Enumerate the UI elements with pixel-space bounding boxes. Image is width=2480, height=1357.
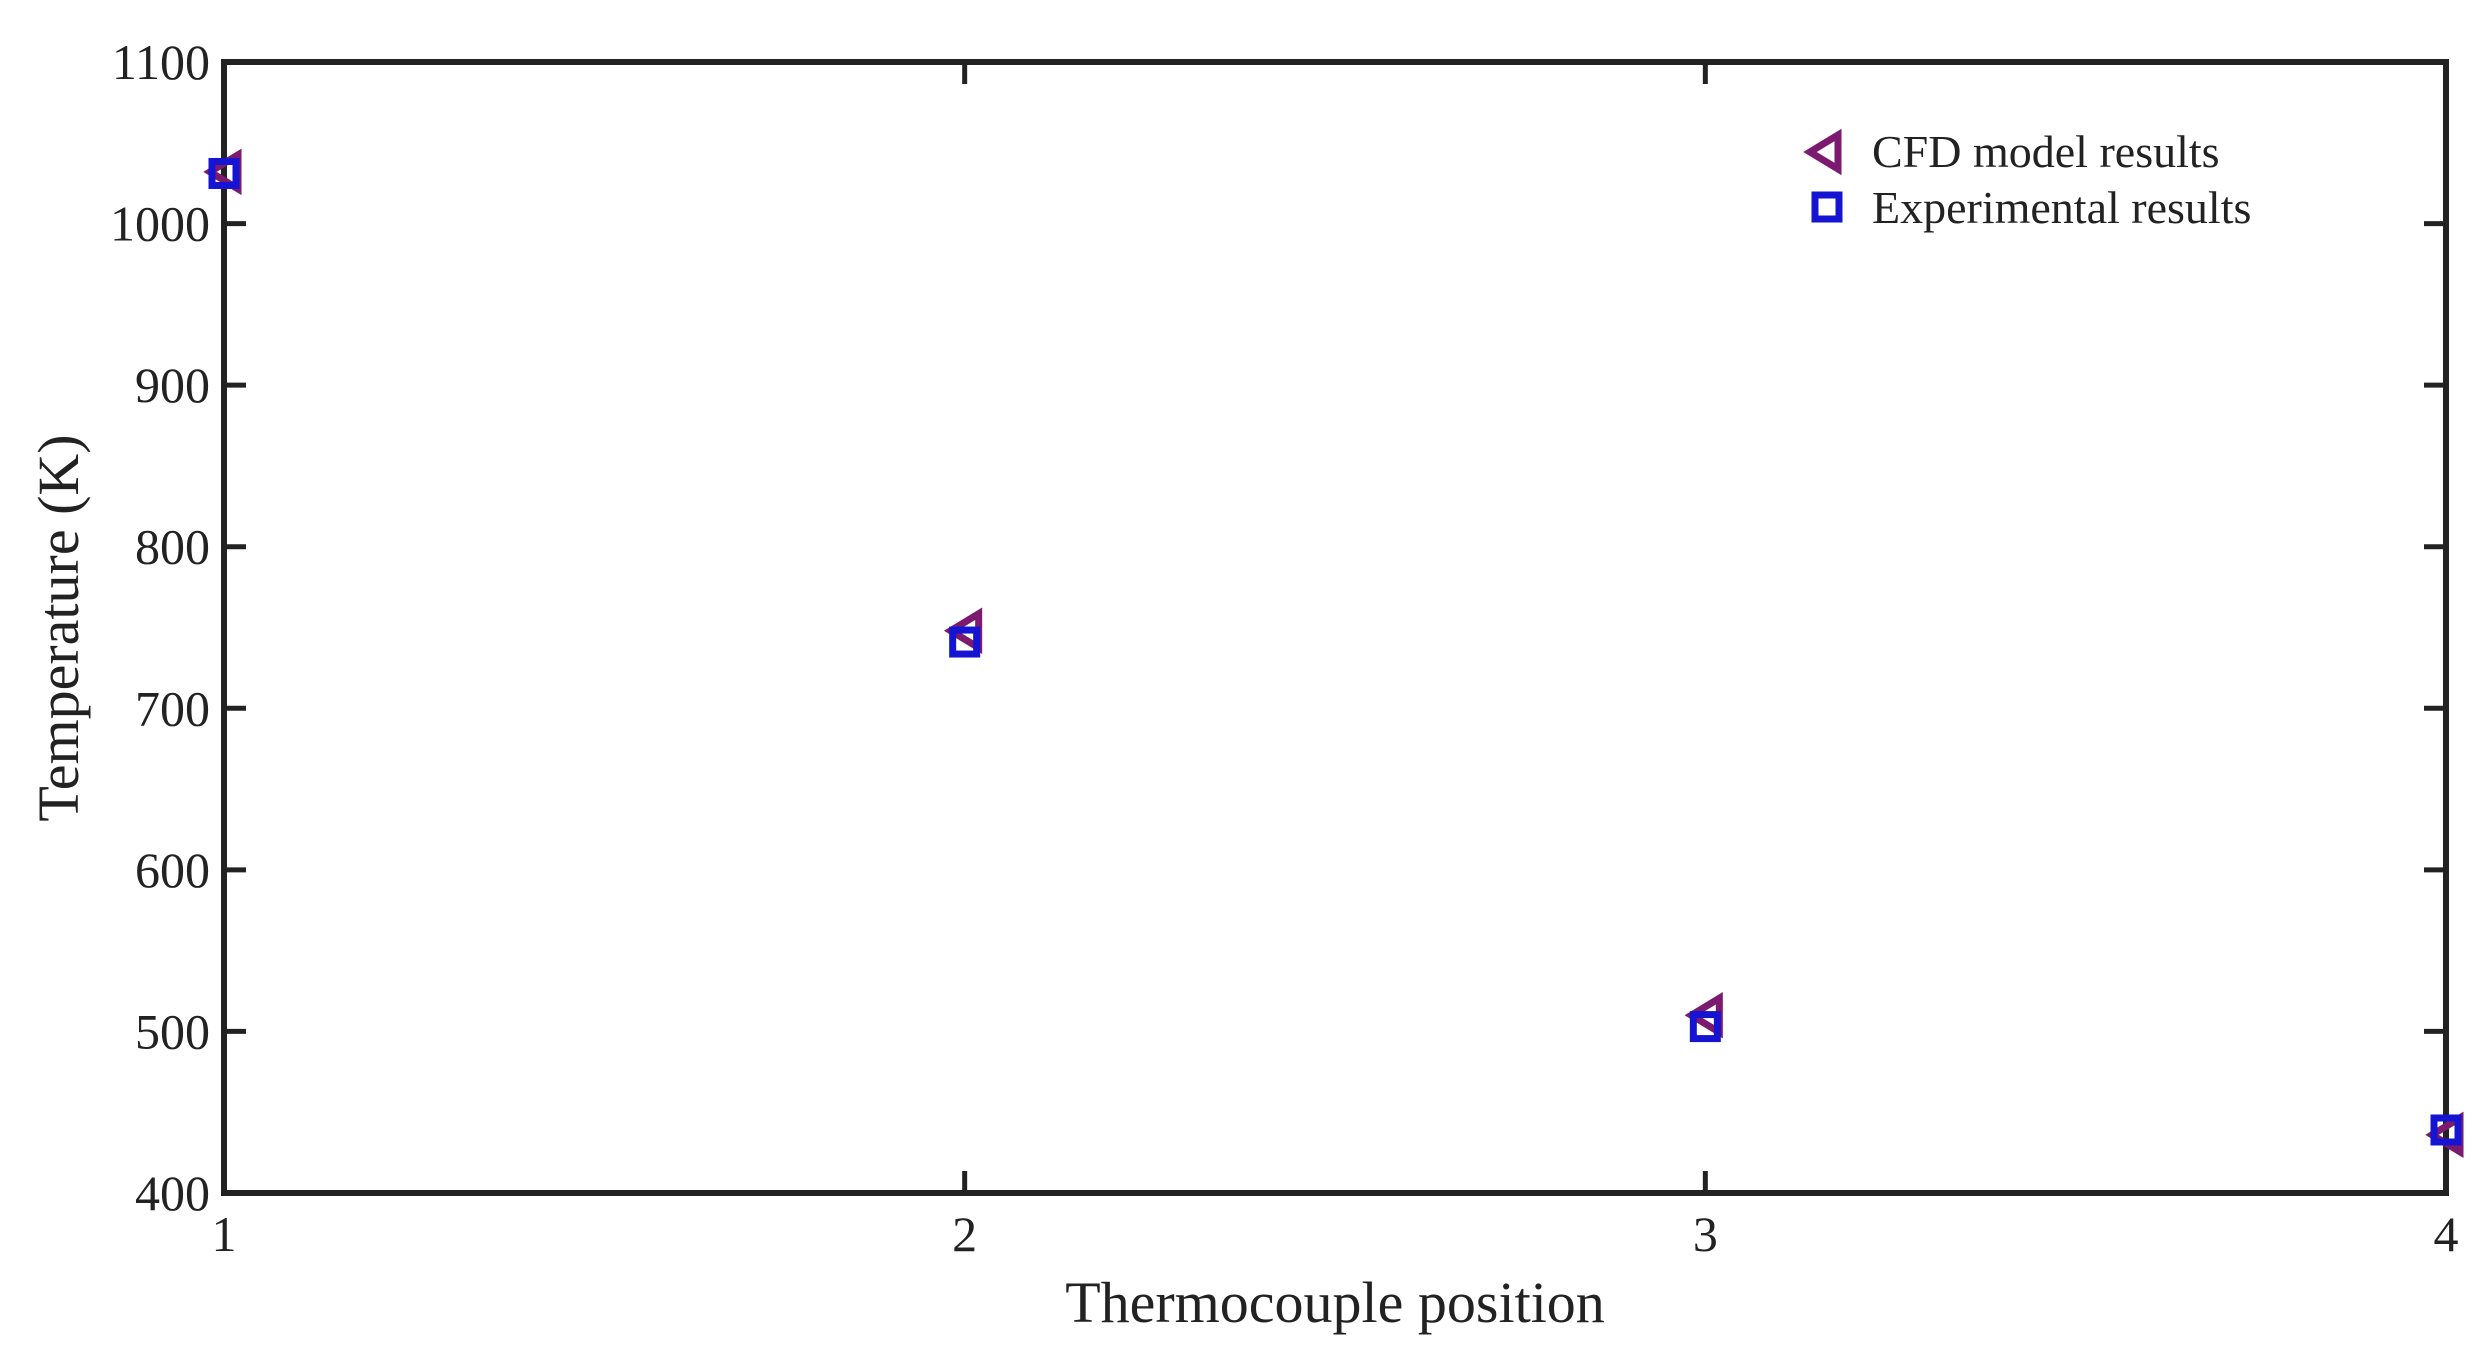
- legend-label-experimental: Experimental results: [1872, 182, 2251, 233]
- y-tick-label: 800: [135, 519, 210, 575]
- x-tick-label: 1: [212, 1206, 237, 1262]
- x-tick-label: 2: [952, 1206, 977, 1262]
- y-tick-label: 1000: [110, 196, 210, 252]
- y-tick-label: 500: [135, 1003, 210, 1059]
- y-tick-label: 700: [135, 680, 210, 736]
- x-axis-title: Thermocouple position: [1065, 1270, 1605, 1335]
- legend-triangle-marker: [1803, 128, 1842, 176]
- experimental-point: [1689, 1011, 1721, 1043]
- y-tick-label: 400: [135, 1165, 210, 1221]
- data-points: [203, 148, 2464, 1159]
- experimental-point: [208, 157, 240, 189]
- x-tick-label: 3: [1693, 1206, 1718, 1262]
- experimental-point: [949, 626, 981, 658]
- y-tick-label: 600: [135, 842, 210, 898]
- experimental-point: [2430, 1114, 2462, 1146]
- legend-label-cfd: CFD model results: [1872, 126, 2220, 177]
- ticks: 1 2 3 4 400 500 600 700 800 900 1000 1100: [110, 34, 2459, 1262]
- x-tick-label: 4: [2434, 1206, 2459, 1262]
- legend: CFD model results Experimental results: [1803, 126, 2251, 233]
- legend-square-marker: [1811, 191, 1843, 223]
- y-tick-label: 900: [135, 357, 210, 413]
- y-axis-title: Temperature (K): [26, 434, 91, 821]
- y-tick-label: 1100: [112, 34, 210, 90]
- plot-frame: [221, 59, 2449, 1196]
